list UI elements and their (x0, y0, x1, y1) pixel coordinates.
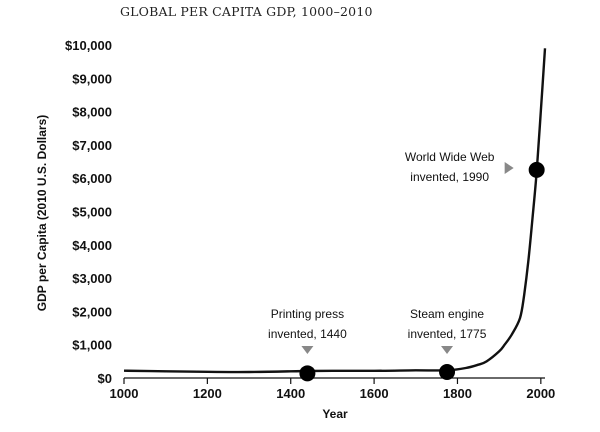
annotation-label-line: invented, 1775 (408, 327, 487, 341)
x-tick-label: 1000 (110, 386, 139, 401)
y-tick-labels: $0 $1,000 $2,000 $3,000 $4,000 $5,000 $6,000 $7… (65, 38, 112, 386)
x-tick-label: 1200 (193, 386, 222, 401)
y-tick-label: $8,000 (72, 105, 112, 120)
y-axis-label: GDP per Capita (2010 U.S. Dollars) (35, 115, 49, 312)
x-tick-label: 1800 (443, 386, 472, 401)
y-tick-label: $9,000 (72, 71, 112, 86)
y-tick-label: $0 (98, 371, 112, 386)
y-tick-label: $3,000 (72, 271, 112, 286)
annotation-label-line: invented, 1440 (268, 327, 347, 341)
x-tick-marks (123, 378, 542, 384)
annotation-label-line: Steam engine (410, 307, 484, 321)
x-axis-label: Year (322, 407, 348, 421)
y-tick-label: $2,000 (72, 304, 112, 319)
y-tick-label: $6,000 (72, 171, 112, 186)
y-tick-label: $1,000 (72, 338, 112, 353)
x-tick-label: 2000 (526, 386, 555, 401)
annotation-arrow (441, 346, 454, 354)
annotation-label-line: World Wide Web (405, 150, 495, 164)
x-tick-label: 1600 (360, 386, 389, 401)
y-tick-label: $5,000 (72, 205, 112, 220)
annotation-arrow (504, 162, 514, 174)
y-tick-label: $4,000 (72, 238, 112, 253)
y-tick-label: $7,000 (72, 138, 112, 153)
annotation-arrow (301, 346, 314, 354)
annotation-label-line: Printing press (271, 307, 344, 321)
x-tick-label: 1400 (276, 386, 305, 401)
annotation-label-line: invented, 1990 (410, 170, 489, 184)
y-tick-label: $10,000 (65, 38, 112, 53)
event-marker (299, 365, 316, 382)
chart-title: GLOBAL PER CAPITA GDP, 1000–2010 (120, 4, 373, 19)
annotations: Printing press invented, 1440 Steam engine… (268, 150, 545, 382)
x-tick-labels: 1000 1200 1400 1600 1800 2000 (110, 386, 556, 401)
event-marker (439, 364, 456, 381)
event-marker (528, 161, 545, 178)
gdp-series-line (123, 48, 547, 374)
